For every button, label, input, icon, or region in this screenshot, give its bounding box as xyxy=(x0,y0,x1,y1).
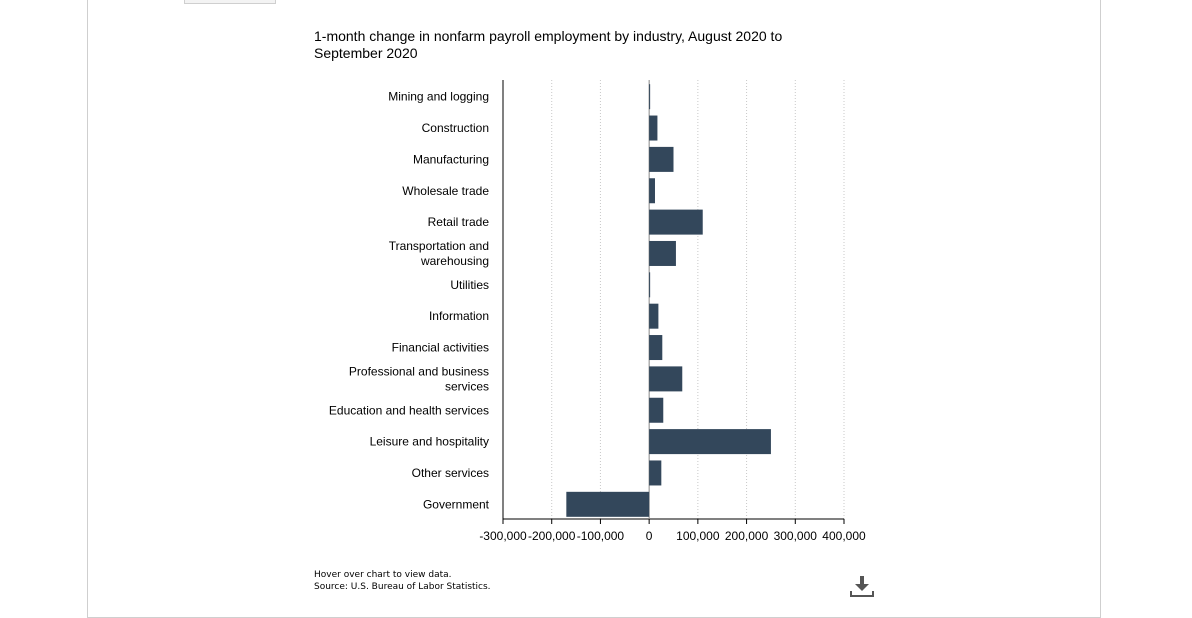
category-label: Education and health services xyxy=(329,403,489,417)
download-icon xyxy=(850,576,874,597)
bar[interactable] xyxy=(649,429,771,455)
category-label: Wholesale trade xyxy=(402,184,489,198)
x-tick-label: 100,000 xyxy=(676,529,720,543)
x-tick-label: -100,000 xyxy=(577,529,625,543)
x-tick-label: 300,000 xyxy=(774,529,818,543)
category-label: Professional and business services xyxy=(349,364,489,393)
bar[interactable] xyxy=(649,178,655,204)
category-label: Utilities xyxy=(450,278,489,292)
source-note: Source: U.S. Bureau of Labor Statistics. xyxy=(314,582,491,592)
x-tick-label: 200,000 xyxy=(725,529,769,543)
tab-stub[interactable] xyxy=(184,0,276,4)
category-label: Manufacturing xyxy=(413,152,489,166)
bar[interactable] xyxy=(649,303,659,329)
download-button[interactable] xyxy=(850,576,874,598)
category-label: Transportation and warehousing xyxy=(389,239,489,268)
category-labels: Mining and logging Construction Manufactur… xyxy=(329,90,490,512)
bar[interactable] xyxy=(649,366,683,392)
bar[interactable] xyxy=(649,115,658,141)
bar[interactable] xyxy=(649,460,662,486)
x-tick-label: 0 xyxy=(646,529,653,543)
bar[interactable] xyxy=(649,146,674,172)
grid-lines xyxy=(551,80,845,519)
category-label: Construction xyxy=(422,121,489,135)
axes xyxy=(502,80,845,524)
bar-chart[interactable]: Mining and logging Construction Manufactur… xyxy=(0,0,1192,600)
bar[interactable] xyxy=(649,240,676,266)
category-label: Information xyxy=(429,309,489,323)
x-tick-label: 400,000 xyxy=(822,529,866,543)
chart-title: 1-month change in nonfarm payroll employ… xyxy=(314,28,783,61)
bar[interactable] xyxy=(649,84,651,110)
category-label: Financial activities xyxy=(392,341,489,355)
bar[interactable] xyxy=(649,335,663,361)
hover-note: Hover over chart to view data. xyxy=(314,570,452,580)
x-tick-label: -300,000 xyxy=(479,529,527,543)
bars[interactable] xyxy=(566,84,771,517)
x-tick-label: -200,000 xyxy=(528,529,576,543)
category-label: Mining and logging xyxy=(388,90,489,104)
category-label: Other services xyxy=(412,466,489,480)
category-label: Leisure and hospitality xyxy=(370,435,489,449)
bar[interactable] xyxy=(649,209,703,235)
x-tick-labels: -300,000 -200,000 -100,000 0 100,000 200,000 3… xyxy=(479,529,866,543)
bar[interactable] xyxy=(649,397,664,423)
bar[interactable] xyxy=(649,272,651,298)
bar[interactable] xyxy=(566,491,650,517)
category-label: Retail trade xyxy=(428,215,490,229)
category-label: Government xyxy=(423,497,490,511)
